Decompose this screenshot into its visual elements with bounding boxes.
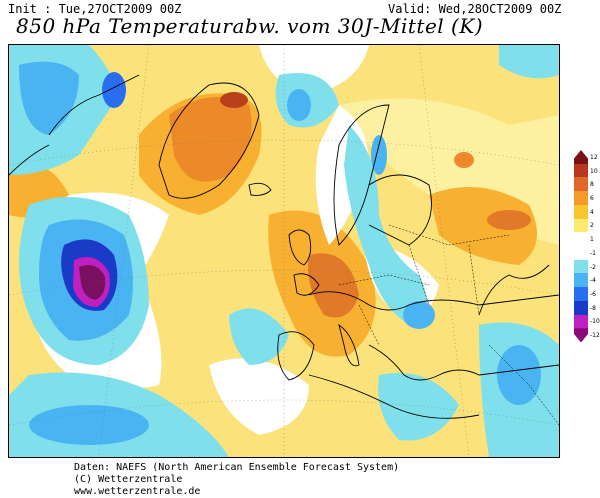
init-time-label: Init : Tue,27OCT2009 00Z bbox=[8, 2, 182, 16]
colorbar-tick-label: -8 bbox=[590, 304, 596, 312]
footer-data-source: Daten: NAEFS (North American Ensemble Fo… bbox=[74, 462, 400, 473]
scandinavia-cold-anomaly bbox=[344, 125, 427, 325]
colorbar-tick-label: 12 bbox=[590, 153, 598, 161]
country-borders bbox=[338, 224, 559, 426]
colorbar-segment bbox=[574, 259, 588, 274]
colorbar-tick-label: -6 bbox=[590, 291, 596, 298]
footer-website: www.wetterzentrale.de bbox=[74, 486, 201, 497]
colorbar-tick-label: 1 bbox=[590, 236, 594, 244]
colorbar-tick-label: 4 bbox=[590, 208, 594, 216]
colorbar-segment bbox=[574, 300, 588, 316]
colorbar-segment bbox=[574, 163, 588, 178]
footer-copyright: (C) Wetterzentrale bbox=[74, 474, 183, 485]
colorbar-segment bbox=[574, 150, 588, 165]
map-title: 850 hPa Temperaturabw. vom 30J-Mittel (K… bbox=[16, 14, 484, 38]
graticule bbox=[9, 45, 559, 457]
colorbar-tick-label: 2 bbox=[590, 222, 594, 230]
colorbar-segment bbox=[574, 191, 588, 206]
colorbar-segment bbox=[574, 273, 588, 288]
colorbar-tick-label: -10 bbox=[590, 318, 600, 326]
colorbar-segment bbox=[574, 287, 588, 302]
colorbar-segment bbox=[574, 314, 588, 329]
colorbar-tick-label: -12 bbox=[590, 332, 600, 340]
colorbar-segment bbox=[574, 246, 588, 261]
colorbar-segment bbox=[574, 218, 588, 233]
coastlines bbox=[9, 74, 559, 419]
colorbar-segment bbox=[574, 177, 588, 192]
colorbar bbox=[574, 150, 588, 343]
colorbar-tick-label: -2 bbox=[590, 263, 596, 271]
colorbar-segment bbox=[574, 232, 588, 247]
colorbar-tick-label: 8 bbox=[590, 181, 594, 189]
colorbar-segment bbox=[574, 328, 588, 343]
colorbar-segment bbox=[574, 204, 588, 220]
eastern-europe-warm-anomaly bbox=[429, 187, 537, 265]
colorbar-tick-label: -1 bbox=[590, 249, 596, 257]
valid-time-label: Valid: Wed,28OCT2009 00Z bbox=[388, 2, 562, 16]
colorbar-tick-label: -4 bbox=[590, 277, 596, 285]
colorbar-tick-label: 6 bbox=[590, 195, 594, 202]
temperature-anomaly-map bbox=[8, 44, 560, 458]
colorbar-tick-label: 10 bbox=[590, 167, 598, 175]
